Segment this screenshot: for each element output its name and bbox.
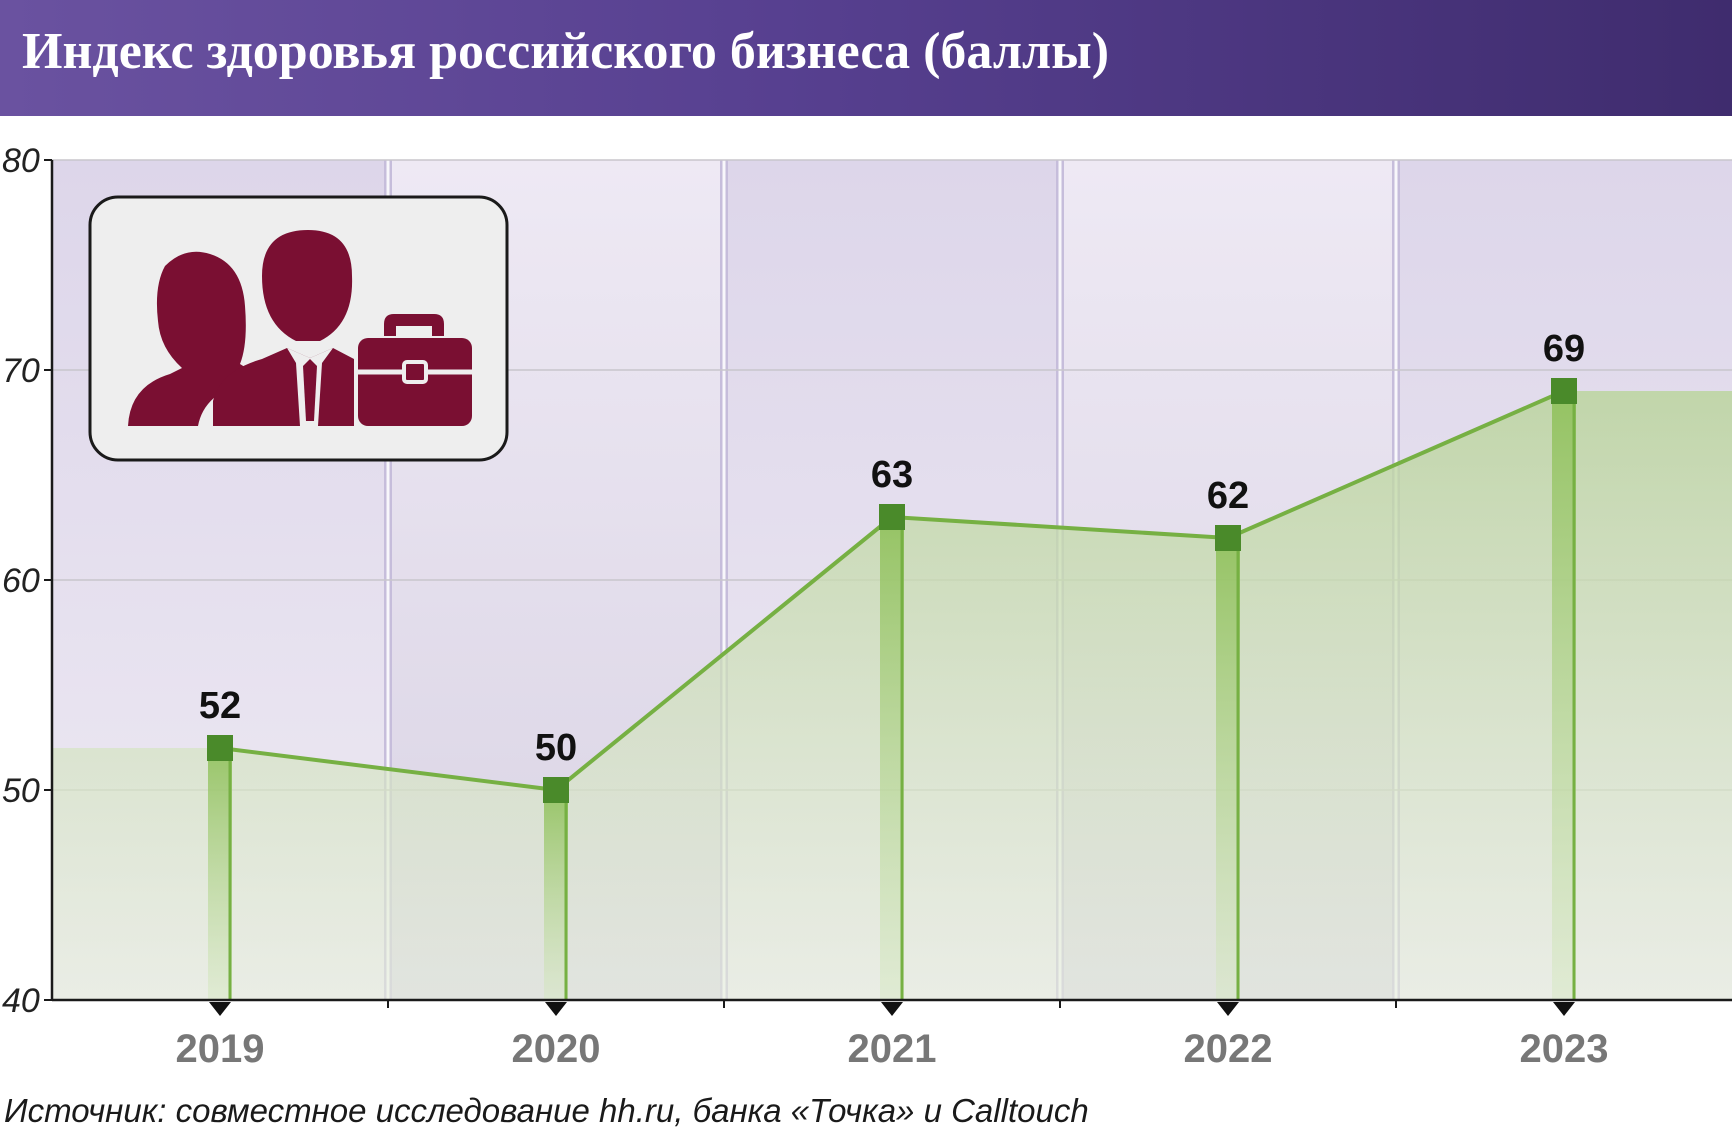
data-point-2022 [1215, 525, 1241, 551]
line-chart: 40 50 60 70 80 2019 2020 2021 2022 2023 52 50 63 62 69 [2, 142, 1732, 1071]
data-point-2020 [543, 777, 569, 803]
stem-2019 [208, 748, 232, 1000]
business-people-briefcase-icon [88, 195, 509, 462]
data-label: 69 [1543, 328, 1585, 370]
y-tick-label: 50 [2, 772, 40, 810]
stem-2020 [544, 790, 568, 1000]
data-label: 63 [871, 454, 913, 496]
data-label: 62 [1207, 475, 1249, 517]
x-tick-marker-2019 [209, 1002, 231, 1016]
x-tick-label: 2023 [1520, 1027, 1609, 1071]
x-tick-marker-2023 [1553, 1002, 1575, 1016]
stem-2021 [880, 517, 904, 1000]
x-tick-label: 2019 [176, 1027, 265, 1071]
y-tick-label: 70 [2, 352, 40, 390]
stem-2022 [1216, 538, 1240, 1000]
data-point-2019 [207, 735, 233, 761]
y-tick-label: 60 [2, 562, 40, 600]
x-tick-marker-2021 [881, 1002, 903, 1016]
x-tick-marker-2022 [1217, 1002, 1239, 1016]
x-tick-marker-2020 [545, 1002, 567, 1016]
data-point-2021 [879, 504, 905, 530]
x-tick-label: 2020 [512, 1027, 601, 1071]
y-tick-label: 80 [2, 142, 40, 180]
y-tick-label: 40 [2, 982, 40, 1020]
data-point-2023 [1551, 378, 1577, 404]
chart-header: Индекс здоровья российского бизнеса (бал… [0, 0, 1732, 116]
x-tick-label: 2022 [1184, 1027, 1273, 1071]
stem-2023 [1552, 391, 1576, 1000]
chart-title: Индекс здоровья российского бизнеса (бал… [22, 23, 1110, 80]
data-label: 52 [199, 685, 241, 727]
data-label: 50 [535, 727, 577, 769]
x-tick-label: 2021 [848, 1027, 937, 1071]
source-note: Источник: совместное исследование hh.ru,… [4, 1092, 1089, 1129]
